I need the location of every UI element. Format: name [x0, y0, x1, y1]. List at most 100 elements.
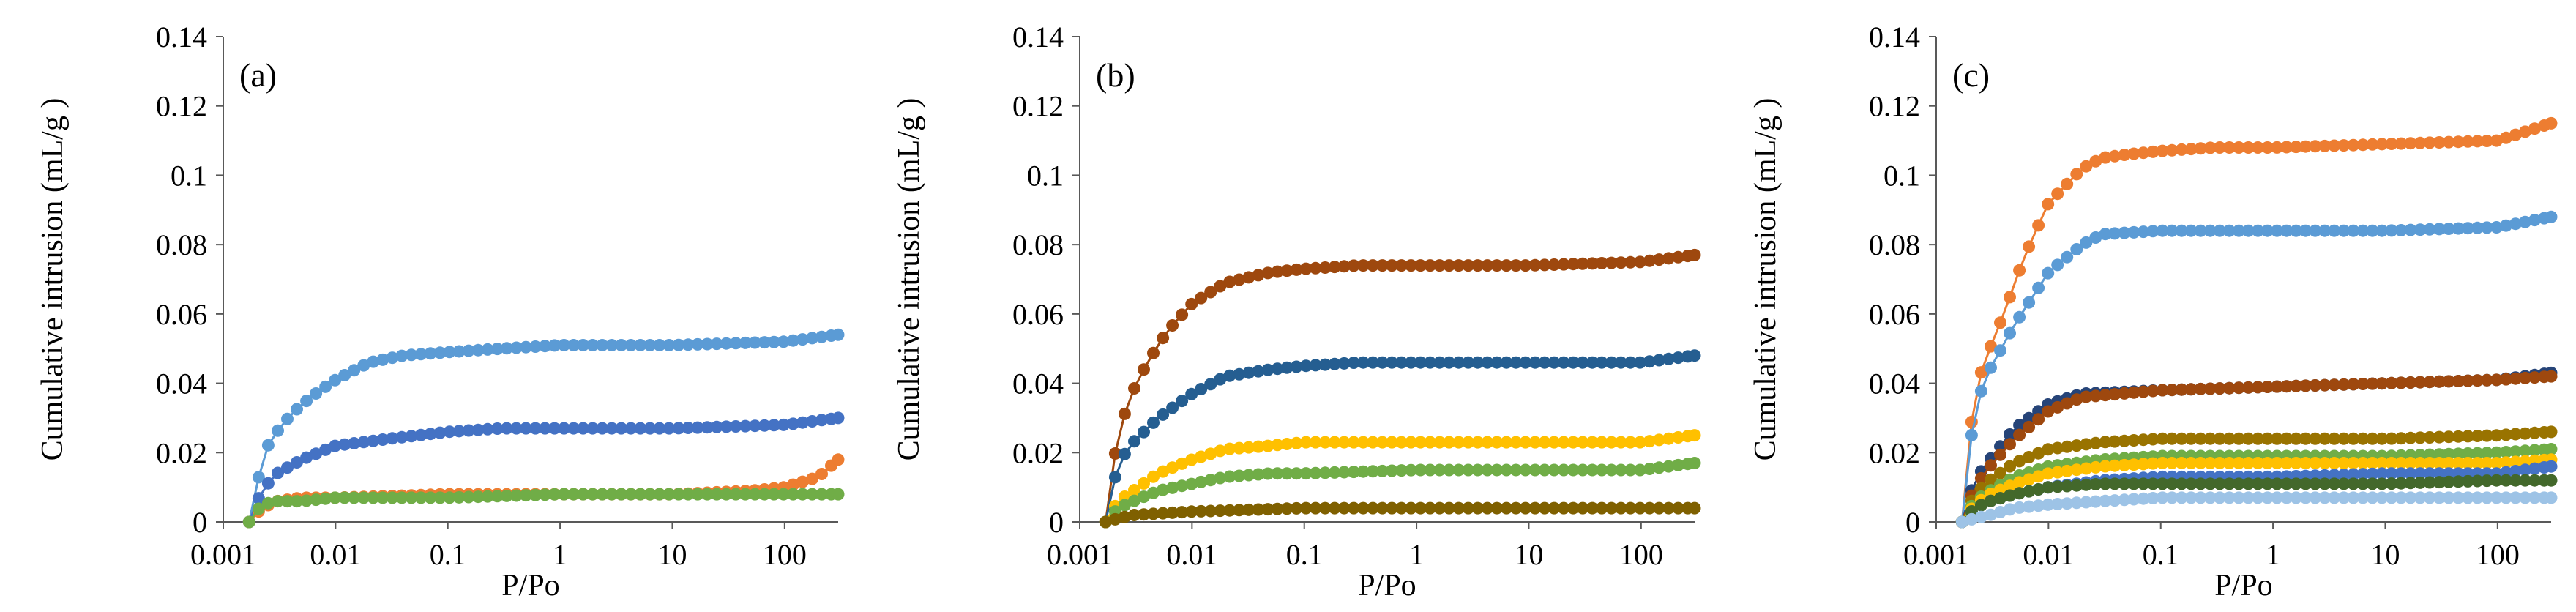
- data-point: [2366, 224, 2379, 237]
- data-point: [2261, 381, 2274, 393]
- data-point: [2156, 457, 2169, 469]
- data-point: [672, 422, 685, 435]
- data-point: [729, 488, 742, 501]
- data-point: [481, 422, 494, 436]
- x-axis-label: P/Po: [501, 569, 559, 602]
- data-point: [357, 436, 370, 449]
- data-point: [1280, 361, 1293, 374]
- data-point: [2394, 457, 2408, 469]
- data-point: [1166, 506, 1179, 519]
- data-point: [2356, 477, 2370, 490]
- data-point: [2404, 376, 2417, 389]
- data-point: [691, 421, 704, 434]
- data-point: [2241, 477, 2255, 490]
- data-point: [2404, 491, 2417, 504]
- data-point: [2032, 499, 2045, 512]
- data-point: [1965, 512, 1978, 526]
- data-point: [2471, 374, 2484, 387]
- data-point: [2241, 432, 2255, 445]
- data-point: [672, 338, 685, 351]
- data-point: [1586, 463, 1599, 477]
- data-point: [662, 488, 676, 501]
- data-point: [1252, 269, 1265, 282]
- data-point: [2042, 481, 2055, 494]
- data-point: [2290, 477, 2303, 490]
- data-point: [1309, 436, 1322, 449]
- data-point: [2337, 224, 2351, 237]
- data-point: [1337, 357, 1351, 370]
- data-point: [291, 403, 303, 416]
- data-point: [806, 488, 818, 501]
- data-point: [338, 438, 351, 451]
- data-point: [1366, 465, 1379, 478]
- data-point: [682, 338, 695, 351]
- data-point: [319, 443, 332, 456]
- data-point: [2509, 128, 2522, 141]
- data-point: [586, 422, 600, 435]
- data-point: [2442, 457, 2455, 469]
- data-point: [2013, 487, 2026, 500]
- data-point: [2194, 432, 2207, 445]
- data-point: [1586, 501, 1599, 515]
- data-point: [2442, 135, 2455, 149]
- y-tick-label: 0.06: [1869, 298, 1920, 331]
- data-point: [2156, 477, 2169, 490]
- y-tick-label: 0.04: [156, 367, 207, 400]
- data-point: [1395, 436, 1408, 449]
- data-point: [1138, 490, 1150, 504]
- data-point: [729, 337, 742, 350]
- data-point: [1195, 291, 1208, 305]
- data-point: [832, 328, 845, 341]
- data-point: [1567, 501, 1580, 515]
- data-point: [2222, 141, 2236, 154]
- data-point: [1985, 508, 1997, 521]
- data-point: [1424, 259, 1437, 272]
- data-point: [2545, 491, 2558, 504]
- data-point: [1176, 479, 1189, 493]
- data-point: [2480, 221, 2493, 234]
- data-point: [481, 343, 494, 356]
- data-point: [1405, 356, 1417, 369]
- data-point: [1643, 355, 1656, 368]
- data-point: [596, 488, 609, 501]
- data-point: [2070, 168, 2083, 181]
- data-point: [2232, 381, 2245, 395]
- data-point: [1567, 463, 1580, 477]
- data-point: [2528, 491, 2541, 504]
- data-point: [2165, 457, 2179, 469]
- data-point: [2471, 135, 2484, 148]
- data-point: [1185, 505, 1198, 518]
- data-point: [1147, 486, 1160, 499]
- data-point: [815, 414, 828, 427]
- data-point: [2545, 443, 2558, 455]
- data-point: [1214, 471, 1227, 485]
- data-point: [2480, 474, 2493, 488]
- data-point: [1481, 501, 1494, 515]
- data-point: [386, 351, 399, 365]
- data-point: [2413, 491, 2427, 504]
- data-point: [2442, 223, 2455, 235]
- data-point: [1318, 261, 1332, 274]
- data-point: [2404, 467, 2417, 480]
- data-point: [2356, 468, 2370, 481]
- data-point: [2290, 491, 2303, 504]
- data-point: [558, 422, 570, 435]
- data-point: [1337, 466, 1351, 479]
- data-point: [1385, 464, 1398, 477]
- data-point: [386, 491, 399, 504]
- data-point: [1433, 463, 1446, 477]
- data-point: [1994, 506, 2006, 518]
- data-point: [2385, 224, 2398, 237]
- data-point: [2252, 491, 2264, 504]
- data-point: [1185, 387, 1198, 400]
- data-point: [2175, 457, 2188, 469]
- data-point: [2545, 116, 2558, 130]
- data-point: [1662, 432, 1675, 445]
- data-point: [2490, 134, 2503, 147]
- data-point: [2051, 498, 2064, 510]
- data-point: [1271, 362, 1284, 376]
- y-tick-label: 0.12: [1012, 90, 1064, 123]
- data-point: [1672, 501, 1684, 515]
- data-point: [1147, 470, 1160, 483]
- data-point: [1318, 501, 1332, 515]
